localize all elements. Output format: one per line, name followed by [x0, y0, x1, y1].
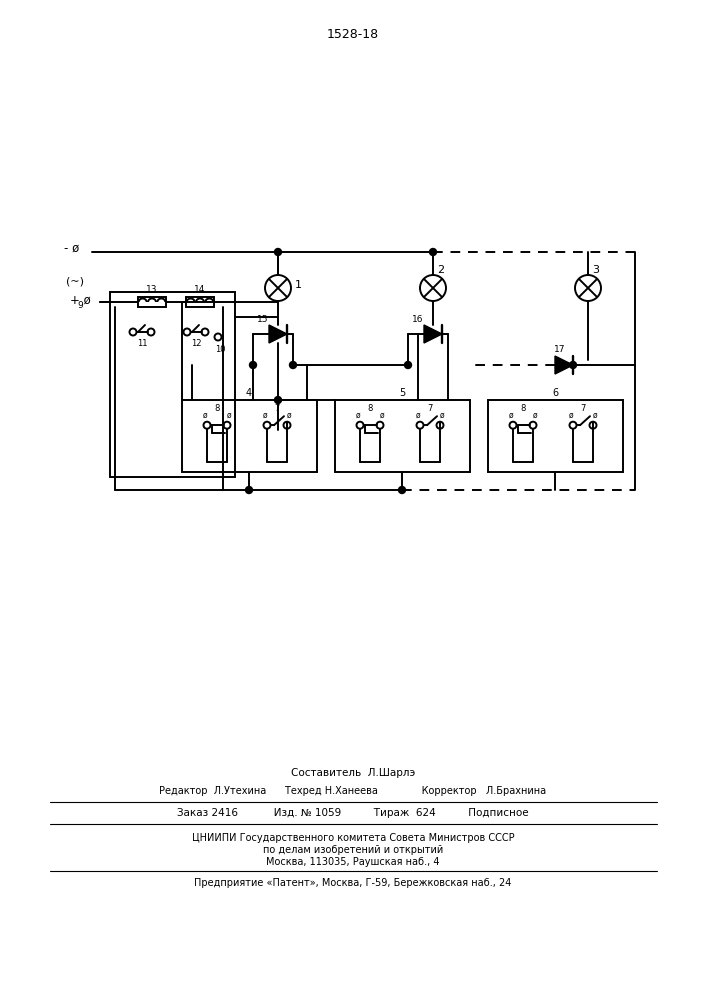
Text: ø: ø [416, 411, 421, 420]
Text: 1528-18: 1528-18 [327, 28, 379, 41]
Circle shape [250, 361, 257, 368]
Text: 7: 7 [274, 404, 280, 413]
Text: 8: 8 [214, 404, 220, 413]
Text: ø: ø [440, 411, 444, 420]
Text: ø: ø [532, 411, 537, 420]
Text: 2: 2 [437, 265, 444, 275]
Bar [335, 400, 470, 472]
Polygon shape [424, 325, 442, 343]
Text: (~): (~) [66, 277, 84, 287]
Text: Редактор  Л.Утехина      Техред Н.Ханеева              Корректор   Л.Брахнина: Редактор Л.Утехина Техред Н.Ханеева Корр… [160, 786, 547, 796]
Bar [488, 400, 623, 472]
Text: + ø: + ø [69, 294, 90, 306]
Circle shape [399, 487, 406, 493]
Polygon shape [555, 356, 573, 374]
Text: 17: 17 [554, 344, 566, 354]
Text: - ø: - ø [64, 241, 80, 254]
Text: 11: 11 [136, 340, 147, 349]
Text: ø: ø [509, 411, 513, 420]
Text: ø: ø [227, 411, 231, 420]
Text: 12: 12 [191, 340, 201, 349]
Text: 3: 3 [592, 265, 599, 275]
Text: 7: 7 [427, 404, 433, 413]
Text: 7: 7 [580, 404, 585, 413]
Bar [110, 292, 235, 477]
Text: ø: ø [592, 411, 597, 420]
Text: ø: ø [356, 411, 361, 420]
Circle shape [570, 361, 576, 368]
Text: 9: 9 [77, 302, 83, 310]
Text: 4: 4 [246, 388, 252, 398]
Circle shape [429, 248, 436, 255]
Text: ø: ø [286, 411, 291, 420]
Text: 8: 8 [368, 404, 373, 413]
Circle shape [274, 396, 281, 403]
Text: ø: ø [263, 411, 267, 420]
Text: 10: 10 [215, 346, 226, 355]
Text: 8: 8 [520, 404, 526, 413]
Text: 5: 5 [399, 388, 405, 398]
Circle shape [404, 361, 411, 368]
Circle shape [245, 487, 252, 493]
Text: Москва, 113035, Раушская наб., 4: Москва, 113035, Раушская наб., 4 [267, 857, 440, 867]
Text: 1: 1 [295, 280, 302, 290]
Text: ø: ø [380, 411, 385, 420]
Text: ø: ø [203, 411, 207, 420]
Text: по делам изобретений и открытий: по делам изобретений и открытий [263, 845, 443, 855]
Text: Составитель  Л.Шарлэ: Составитель Л.Шарлэ [291, 768, 415, 778]
Text: ЦНИИПИ Государственного комитета Совета Министров СССР: ЦНИИПИ Государственного комитета Совета … [192, 833, 514, 843]
Text: 16: 16 [412, 316, 423, 324]
Text: 13: 13 [146, 284, 158, 294]
Bar [182, 400, 317, 472]
Text: Предприятие «Патент», Москва, Г-59, Бережковская наб., 24: Предприятие «Патент», Москва, Г-59, Бере… [194, 878, 512, 888]
Circle shape [274, 248, 281, 255]
Circle shape [289, 361, 296, 368]
Text: ø: ø [568, 411, 573, 420]
Polygon shape [269, 325, 287, 343]
Text: 15: 15 [257, 316, 269, 324]
Text: 6: 6 [552, 388, 558, 398]
Text: Заказ 2416           Изд. № 1059          Тираж  624          Подписное: Заказ 2416 Изд. № 1059 Тираж 624 Подписн… [177, 808, 529, 818]
Bar [186, 297, 214, 307]
Text: 14: 14 [194, 284, 206, 294]
Bar [138, 297, 166, 307]
